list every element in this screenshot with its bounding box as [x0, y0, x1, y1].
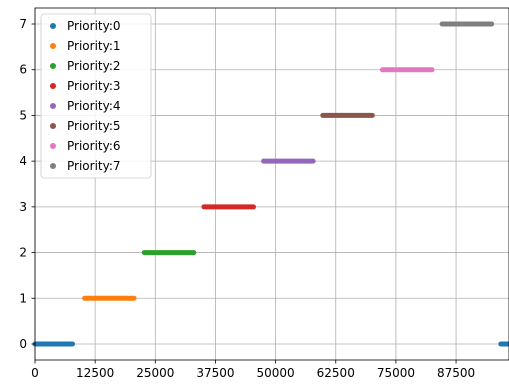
legend-label: Priority:4 [67, 99, 121, 113]
legend-label: Priority:1 [67, 39, 121, 53]
legend-marker [50, 143, 56, 149]
x-tick-label: 0 [31, 366, 39, 380]
legend-label: Priority:7 [67, 159, 121, 173]
legend-label: Priority:5 [67, 119, 121, 133]
legend: Priority:0 Priority:1 Priority:2 Priority:3… [40, 13, 152, 179]
y-tick-label: 6 [19, 63, 27, 77]
legend-label: Priority:2 [67, 59, 121, 73]
legend-label: Priority:0 [67, 19, 121, 33]
plot-frame [34, 7, 509, 361]
grid-lines [34, 8, 509, 360]
axis-ticks: 0 12500 25000 37500 50000 62500 75000 87500 0 1 2 3… [19, 17, 475, 380]
x-tick-label: 12500 [76, 366, 114, 380]
legend-marker [50, 23, 56, 29]
legend-marker [50, 63, 56, 69]
y-tick-label: 2 [19, 246, 27, 260]
legend-marker [50, 163, 56, 169]
y-tick-label: 1 [19, 291, 27, 305]
y-tick-label: 0 [19, 337, 27, 351]
x-tick-label: 87500 [437, 366, 475, 380]
x-tick-label: 62500 [317, 366, 355, 380]
legend-label: Priority:6 [67, 139, 121, 153]
legend-marker [50, 43, 56, 49]
y-tick-label: 5 [19, 108, 27, 122]
legend-box [40, 13, 152, 179]
legend-marker [50, 123, 56, 129]
x-tick-label: 50000 [257, 366, 295, 380]
x-tick-label: 37500 [196, 366, 234, 380]
legend-marker [50, 83, 56, 89]
legend-label: Priority:3 [67, 79, 121, 93]
legend-marker [50, 103, 56, 109]
x-tick-label: 25000 [136, 366, 174, 380]
y-tick-label: 4 [19, 154, 27, 168]
x-tick-label: 75000 [377, 366, 415, 380]
y-tick-label: 7 [19, 17, 27, 31]
data-points [32, 21, 509, 347]
y-tick-label: 3 [19, 200, 27, 214]
